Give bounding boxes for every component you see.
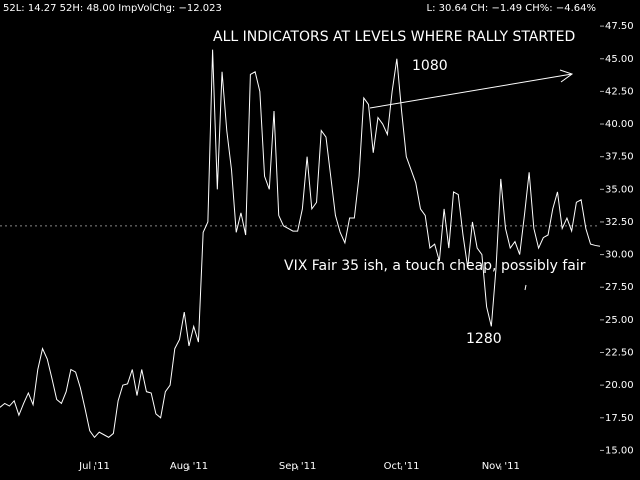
header-right: L: 30.64 CH: −1.49 CH%: −4.64% [427, 3, 597, 14]
x-tick-label: Oct '11 [384, 461, 420, 472]
annotation: 1080 [412, 58, 448, 74]
y-tick-label: 17.50 [605, 413, 634, 424]
y-tick-label: 25.00 [605, 315, 634, 326]
x-tick-label: Jul '11 [78, 461, 110, 472]
y-tick-label: 15.00 [605, 445, 634, 456]
y-tick-label: 40.00 [605, 119, 634, 130]
y-tick-label: 42.50 [605, 86, 634, 97]
arrow [369, 69, 574, 291]
x-tick-label: Sep '11 [279, 461, 317, 472]
y-tick-label: 20.00 [605, 380, 634, 391]
y-tick-label: 22.50 [605, 348, 634, 359]
x-tick-label: Nov '11 [482, 461, 520, 472]
y-tick-label: 27.50 [605, 282, 634, 293]
data-line [0, 49, 601, 439]
annotation: ALL INDICATORS AT LEVELS WHERE RALLY STA… [213, 29, 575, 45]
annotation: 1280 [466, 331, 502, 347]
y-tick-label: 32.50 [605, 217, 634, 228]
y-tick-label: 35.00 [605, 184, 634, 195]
y-tick-label: 47.50 [605, 21, 634, 32]
y-tick-label: 45.00 [605, 54, 634, 65]
y-tick-label: 37.50 [605, 152, 634, 163]
header-left: 52L: 14.27 52H: 48.00 ImpVolChg: −12.023 [3, 3, 222, 14]
x-tick-label: Aug '11 [170, 461, 208, 472]
y-tick-label: 30.00 [605, 250, 634, 261]
annotation: VIX Fair 35 ish, a touch cheap, possibly… [284, 258, 586, 274]
